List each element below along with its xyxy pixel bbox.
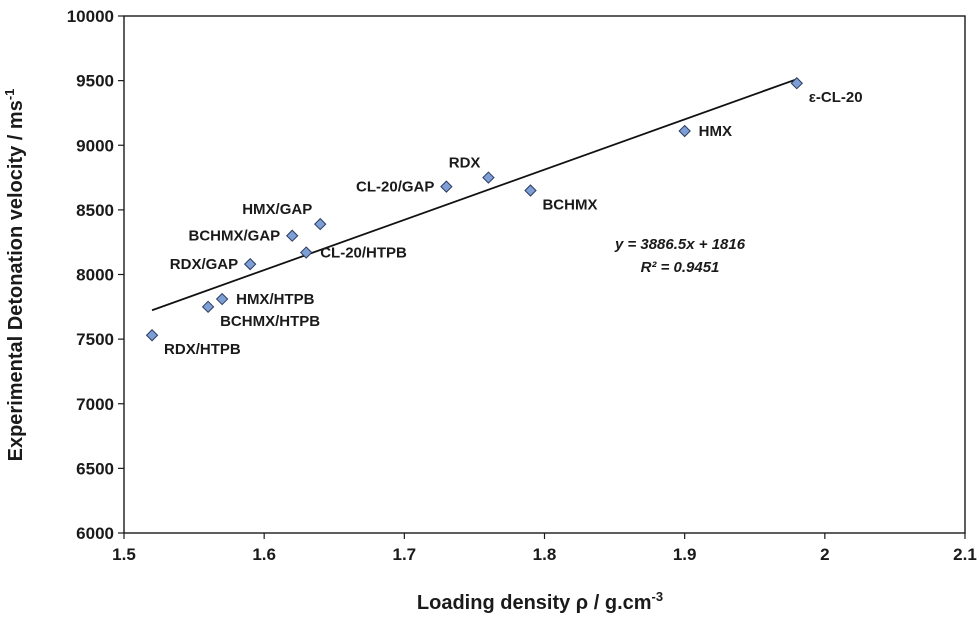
data-point-marker	[300, 246, 313, 259]
data-point-marker	[215, 292, 229, 306]
data-point-label: BCHMX/GAP	[189, 228, 281, 245]
y-tick-label: 7000	[76, 395, 114, 414]
y-tick-label: 9000	[76, 136, 114, 155]
data-point-label: CL-20/GAP	[356, 179, 434, 196]
y-tick-label: 7500	[76, 330, 114, 349]
data-point-marker	[482, 171, 495, 184]
x-axis-ticks: 1.5 1.6 1.7 1.8 1.9 2 2.1	[112, 533, 977, 564]
r-squared-text: R² = 0.9451	[641, 259, 720, 276]
y-tick-label: 6000	[76, 524, 114, 543]
trendline	[151, 78, 798, 312]
data-point-label: BCHMX	[542, 196, 597, 213]
data-point-label: BCHMX/HTPB	[220, 313, 320, 330]
data-point-marker	[790, 77, 804, 90]
data-point-marker	[440, 180, 453, 193]
data-point-label: HMX	[699, 123, 732, 140]
data-point-marker	[243, 257, 257, 271]
data-point-marker	[524, 184, 537, 197]
data-point-marker	[285, 229, 299, 242]
y-axis-title-main: Experimental Detonation velocity / ms	[5, 100, 27, 461]
data-point-label: RDX	[449, 155, 481, 172]
x-tick-label: 2	[820, 545, 829, 564]
y-tick-label: 6500	[76, 459, 114, 478]
x-tick-label: 1.5	[112, 545, 136, 564]
data-points	[145, 77, 804, 342]
data-point-marker	[201, 300, 215, 314]
x-tick-label: 1.7	[393, 545, 417, 564]
x-tick-label: 1.8	[533, 545, 557, 564]
equation-text: y = 3886.5x + 1816	[614, 236, 746, 253]
y-axis-title-sup: -1	[2, 89, 17, 101]
data-point-label: RDX/GAP	[170, 256, 238, 273]
data-point-marker	[678, 124, 691, 138]
trendline-group	[151, 78, 798, 312]
x-axis-title-main: Loading density ρ / g.cm	[417, 592, 652, 614]
data-point-label: ε-CL-20	[809, 89, 863, 106]
data-point-label: HMX/GAP	[242, 201, 312, 218]
data-point-label: RDX/HTPB	[164, 341, 241, 358]
data-point-label: HMX/HTPB	[236, 291, 315, 308]
x-tick-label: 1.6	[252, 545, 276, 564]
point-labels: ε-CL-20 HMX RDX BCHMX CL-20/GAP HMX/GAP BCHMX/…	[164, 89, 863, 358]
data-point-label: CL-20/HTPB	[320, 245, 407, 262]
x-tick-label: 2.1	[953, 545, 977, 564]
x-tick-label: 1.9	[673, 545, 697, 564]
data-point-marker	[314, 217, 327, 231]
data-point-marker	[145, 329, 159, 342]
x-axis-title-sup: -3	[652, 589, 664, 604]
y-tick-label: 9500	[76, 72, 114, 91]
y-tick-label: 10000	[67, 7, 114, 26]
y-tick-label: 8000	[76, 266, 114, 285]
y-tick-label: 8500	[76, 201, 114, 220]
x-axis-title: Loading density ρ / g.cm-3	[417, 589, 663, 614]
y-axis-ticks: 6000 6500 7000 7500 8000 8500 9000 9500 10000	[67, 7, 124, 543]
y-axis-title: Experimental Detonation velocity / ms-1	[2, 89, 27, 462]
